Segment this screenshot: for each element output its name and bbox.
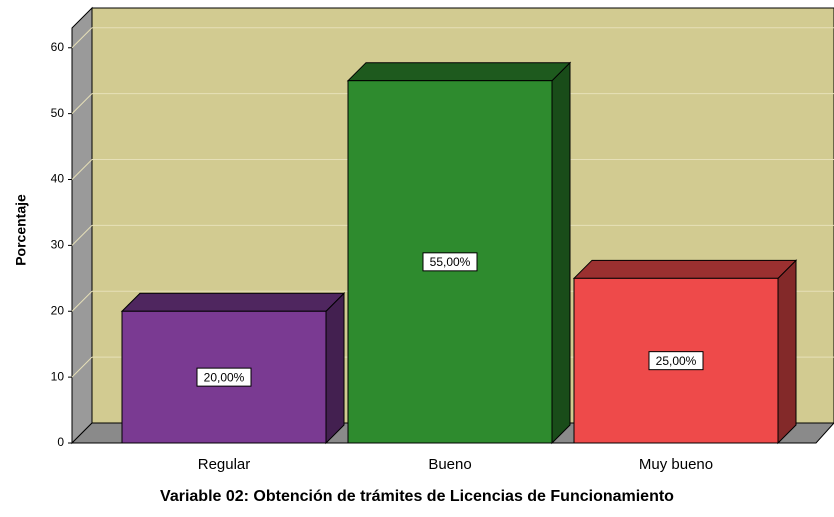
bar-top [346, 62, 572, 82]
value-label-box [648, 351, 704, 371]
x-tick-label: Regular [198, 456, 251, 473]
bar-top [572, 259, 798, 279]
bar-side [325, 292, 345, 445]
grid-line [71, 290, 93, 312]
bar-side [551, 61, 571, 445]
y-axis-label: Porcentaje [13, 194, 29, 266]
left-wall [71, 6, 93, 445]
bar-top [120, 292, 346, 312]
x-axis-label: Variable 02: Obtención de trámites de Li… [160, 488, 674, 505]
grid-line [71, 93, 93, 114]
bar-side [777, 259, 797, 445]
grid-line [71, 356, 93, 378]
value-label-box [196, 367, 252, 387]
y-tick-label: 30 [51, 238, 65, 252]
x-tick-label: Bueno [428, 456, 471, 473]
grid-line [71, 159, 93, 180]
value-label: 55,00% [430, 255, 471, 269]
y-tick-label: 20 [51, 303, 65, 317]
y-tick-label: 40 [51, 172, 65, 186]
y-tick-label: 60 [51, 40, 65, 54]
y-tick-label: 50 [51, 106, 65, 120]
value-label: 25,00% [656, 354, 697, 368]
y-tick-label: 10 [51, 369, 65, 383]
value-label: 20,00% [204, 370, 245, 384]
y-tick-label: 0 [57, 435, 64, 449]
value-label-box [422, 252, 478, 272]
grid-line [71, 27, 93, 49]
x-tick-label: Muy bueno [639, 456, 713, 473]
grid-line [71, 225, 93, 246]
